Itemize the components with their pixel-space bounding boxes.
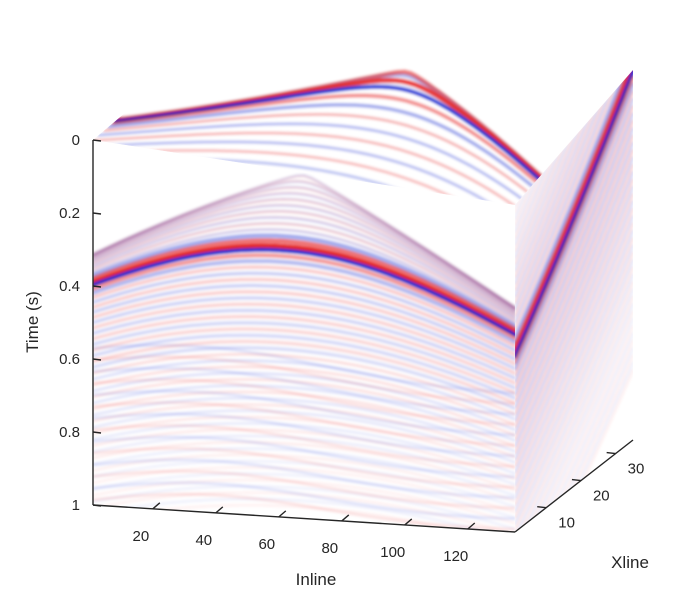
inline-tick-label: 120 bbox=[443, 548, 468, 565]
time-axis: 0 0.2 0.4 0.6 0.8 1 Time (s) bbox=[23, 132, 102, 514]
inline-axis-label: Inline bbox=[296, 570, 337, 589]
time-tick-label: 1 bbox=[72, 497, 80, 514]
xline-tick-label: 20 bbox=[593, 488, 610, 505]
cube-front-face bbox=[93, 140, 515, 532]
time-tick-label: 0 bbox=[72, 132, 80, 149]
time-tick-label: 0.4 bbox=[59, 278, 80, 295]
time-tick-label: 0.6 bbox=[59, 351, 80, 368]
inline-tick-label: 100 bbox=[380, 544, 405, 561]
inline-tick-label: 20 bbox=[132, 528, 149, 545]
xline-axis-label: Xline bbox=[611, 553, 649, 572]
time-tick-label: 0.2 bbox=[59, 205, 80, 222]
inline-axis: 20 40 60 80 100 120 Inline bbox=[92, 502, 516, 589]
time-tick-label: 0.8 bbox=[59, 424, 80, 441]
xline-axis: 10 20 30 Xline bbox=[514, 439, 649, 572]
xline-tick-label: 10 bbox=[558, 515, 575, 532]
inline-tick-label: 40 bbox=[195, 532, 212, 549]
inline-tick-label: 80 bbox=[321, 540, 338, 557]
inline-tick-label: 60 bbox=[258, 536, 275, 553]
xline-tick-label: 30 bbox=[628, 461, 645, 478]
time-axis-label: Time (s) bbox=[23, 291, 42, 353]
